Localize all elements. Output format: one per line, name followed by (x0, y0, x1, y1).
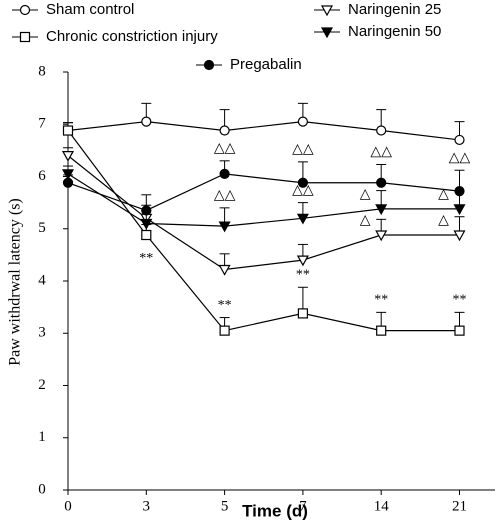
series-line (67, 130, 460, 332)
data-point (141, 205, 152, 216)
data-point (454, 325, 465, 336)
data-point (140, 218, 153, 230)
data-point (219, 325, 230, 336)
legend-label: Sham control (46, 1, 134, 18)
legend-label: Naringenin 50 (348, 23, 441, 40)
y-tick-label: 4 (38, 272, 46, 288)
series-line (67, 173, 460, 227)
annotation: △△ (292, 142, 314, 157)
data-point (296, 213, 309, 225)
series-line (67, 155, 460, 271)
annotation: △ (438, 187, 449, 202)
data-point (297, 177, 308, 188)
data-point (218, 221, 231, 233)
y-tick-label: 0 (38, 481, 46, 497)
data-point (376, 125, 387, 136)
data-point (296, 255, 309, 267)
data-point (61, 169, 75, 181)
x-axis-title: Time (d) (242, 501, 308, 520)
x-tick-label: 7 (299, 498, 307, 514)
annotation: △△ (449, 150, 471, 165)
y-tick-label: 5 (38, 220, 46, 236)
data-point (376, 177, 387, 188)
legend-marker (19, 31, 31, 43)
annotation: ** (453, 293, 467, 308)
data-point (375, 230, 388, 242)
data-point (62, 177, 74, 188)
annotation: △ (438, 213, 449, 228)
annotation: ** (374, 293, 388, 308)
data-point (218, 264, 231, 276)
data-point (297, 116, 308, 127)
annotation: ** (296, 267, 310, 282)
series-line (67, 121, 460, 141)
legend-marker (203, 59, 215, 71)
data-point (376, 325, 387, 336)
legend-marker (320, 27, 334, 39)
x-tick-label: 3 (143, 498, 151, 514)
annotation: △△ (370, 145, 392, 160)
annotation: △△ (214, 188, 236, 203)
y-tick-label: 1 (38, 429, 46, 445)
x-tick-label: 14 (374, 498, 390, 514)
data-point (62, 125, 74, 136)
data-point (219, 168, 230, 179)
data-point (453, 230, 466, 242)
data-point (375, 204, 388, 216)
data-point (297, 308, 308, 319)
data-point (453, 204, 466, 216)
annotation: △ (360, 187, 371, 202)
data-point (454, 186, 465, 197)
data-point (61, 151, 75, 162)
legend-label: Pregabalin (230, 56, 302, 73)
data-point (219, 125, 230, 136)
annotation: △ (360, 213, 371, 228)
data-point (454, 134, 465, 146)
y-tick-label: 8 (38, 63, 46, 79)
series-line (67, 173, 460, 212)
x-tick-label: 21 (452, 498, 467, 514)
annotation: △△ (214, 141, 236, 156)
legend-label: Naringenin 25 (348, 1, 441, 18)
y-tick-label: 3 (38, 325, 46, 341)
annotation: △△ (292, 183, 314, 198)
data-point (141, 116, 152, 127)
y-tick-label: 6 (38, 168, 46, 184)
y-tick-label: 2 (38, 377, 46, 393)
annotation: ** (218, 298, 232, 313)
legend-label: Chronic constriction injury (46, 28, 218, 45)
legend-marker (19, 4, 31, 16)
y-tick-label: 7 (38, 116, 46, 132)
x-tick-label: 5 (221, 498, 229, 514)
data-point (141, 229, 152, 241)
y-axis-title: Paw withdrwal latency (s) (7, 198, 24, 366)
x-tick-label: 0 (64, 498, 72, 514)
legend-marker (320, 5, 334, 17)
annotation: ** (139, 251, 153, 266)
